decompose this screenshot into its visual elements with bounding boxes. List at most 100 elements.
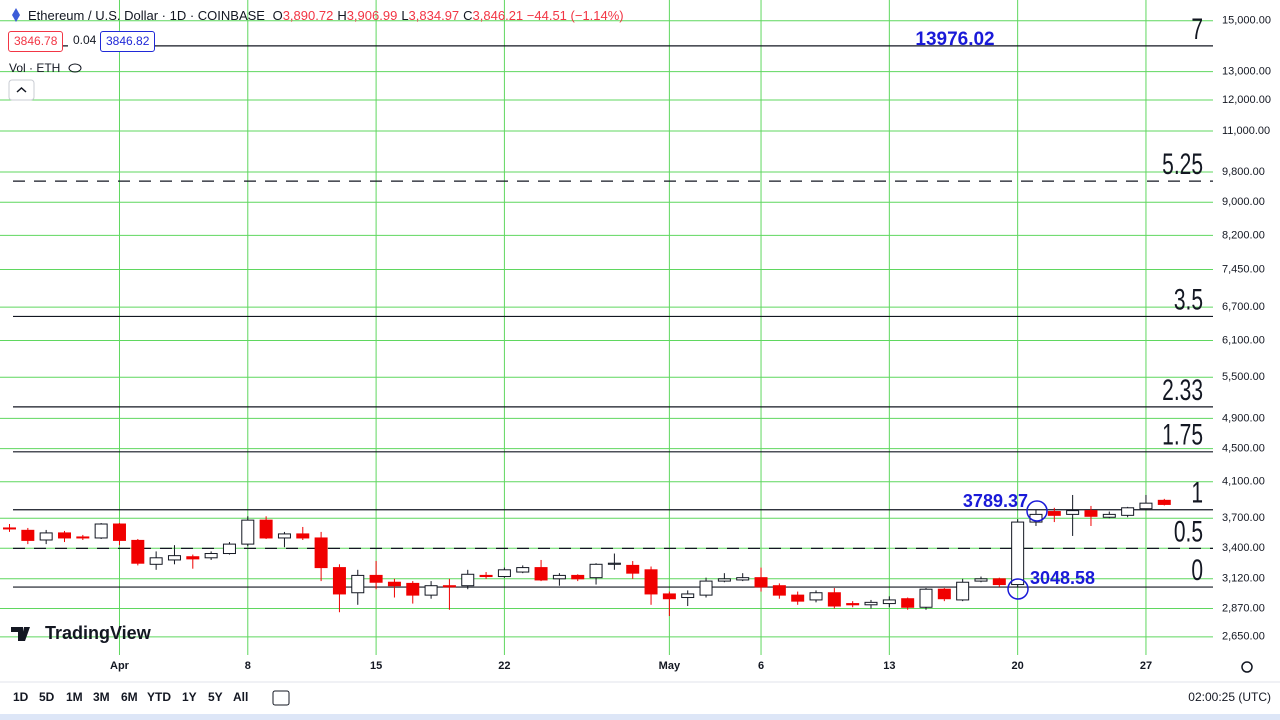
x-tick-label: 8 (245, 660, 251, 672)
y-tick-label: 9,800.00 (1222, 166, 1265, 178)
range-button[interactable]: All (233, 690, 249, 704)
range-button[interactable]: 1M (66, 690, 83, 704)
x-tick-label: Apr (110, 660, 130, 672)
ohlc-value: 3,890.72 (282, 8, 334, 23)
candle-body (809, 592, 823, 601)
eth-icon (12, 8, 20, 22)
candle-body (259, 519, 273, 539)
candle-body (662, 593, 676, 600)
ohlc-key: O (272, 8, 283, 23)
collapse-icon (16, 86, 27, 93)
y-tick-label: 11,000.00 (1222, 125, 1270, 137)
candle-body (992, 578, 1006, 586)
candle-body (571, 574, 585, 580)
collapse-button[interactable] (8, 79, 35, 101)
candle-body (497, 569, 511, 578)
level-label: 2.33 (1162, 374, 1203, 406)
legend: Ethereum / U.S. Dollar · 1D · COINBASE O… (28, 8, 624, 23)
candle-body (76, 536, 90, 539)
level-label: 0.5 (1174, 516, 1203, 548)
y-tick-label: 13,000.00 (1222, 65, 1271, 77)
candle-body (974, 578, 988, 582)
candle-body (1139, 502, 1153, 510)
candle-body (149, 557, 163, 565)
candle-body (699, 580, 713, 596)
candle-body (736, 577, 750, 581)
candle-body (424, 585, 438, 596)
candle-body (1066, 510, 1080, 515)
candle-body (1011, 521, 1025, 586)
candle-body (626, 564, 640, 574)
range-button[interactable]: 1Y (182, 690, 197, 704)
level-label: 5.25 (1162, 149, 1203, 181)
y-tick-label: 7,450.00 (1222, 263, 1265, 275)
level-label: 1 (1191, 477, 1203, 509)
ohlc-key: C (463, 8, 473, 23)
brand: TradingView (45, 623, 152, 643)
x-tick-label: 27 (1140, 660, 1152, 672)
candle-body (1121, 507, 1135, 516)
range-button[interactable]: 1D (13, 690, 29, 704)
range-button[interactable]: 5Y (208, 690, 223, 704)
candle-body (919, 588, 933, 608)
candle-body (827, 592, 841, 607)
candle-body (131, 539, 145, 564)
candle-body (791, 594, 805, 602)
candle-body (186, 556, 200, 560)
annotation: 3789.37 (963, 491, 1028, 511)
y-tick-label: 5,500.00 (1222, 371, 1265, 383)
candle-body (644, 569, 658, 595)
y-tick-label: 15,000.00 (1222, 15, 1271, 27)
visibility-icon[interactable] (68, 63, 82, 73)
bid-box[interactable]: 3846.78 (8, 31, 64, 52)
plot-area (0, 0, 1213, 655)
candle-body (94, 523, 108, 539)
candle-body (1157, 499, 1171, 505)
y-tick-label: 3,400.00 (1222, 542, 1265, 554)
x-tick-label: 15 (370, 660, 382, 672)
range-button[interactable]: 6M (121, 690, 138, 704)
ohlc-value: 3,906.99 (346, 8, 398, 23)
candle-body (351, 574, 365, 594)
candle-body (3, 527, 16, 530)
y-tick-label: 12,000.00 (1222, 94, 1271, 106)
candle-body (516, 567, 530, 573)
candle-body (717, 578, 731, 582)
candle-body (681, 593, 695, 599)
marker-circle (1026, 500, 1048, 522)
candle-body (937, 588, 951, 600)
ohlc: O3,890.72 H3,906.99 L3,834.97 C3,846.21 (269, 8, 524, 23)
candle-body (241, 519, 255, 545)
candle-body (296, 533, 310, 539)
ohlc-key: H (337, 8, 347, 23)
calendar-icon[interactable] (272, 690, 290, 706)
range-button[interactable]: 5D (39, 690, 55, 704)
ask-box[interactable]: 3846.82 (100, 31, 156, 52)
candle-body (589, 563, 603, 579)
candle-body (369, 574, 383, 583)
level-label: 3.5 (1174, 284, 1203, 316)
y-tick-label: 4,100.00 (1222, 476, 1265, 488)
candle-body (1047, 511, 1061, 516)
candle-body (882, 599, 896, 605)
logo-icon (11, 627, 30, 641)
x-tick-label: 22 (498, 660, 510, 672)
annotation: 3048.58 (1030, 568, 1095, 588)
candle-body (39, 532, 53, 541)
ohlc-key: L (401, 8, 409, 23)
candle-body (552, 574, 566, 580)
level-label: 0 (1191, 554, 1203, 586)
candle-body (57, 532, 71, 539)
volume-label: Vol · ETH (9, 61, 61, 75)
candle-body (332, 567, 346, 595)
candle-body (754, 577, 768, 588)
range-button[interactable]: YTD (147, 690, 171, 704)
candle-body (387, 581, 401, 587)
candle-body (956, 581, 970, 601)
change: −44.51 (−1.14%) (526, 8, 624, 23)
x-tick-label: 20 (1012, 660, 1024, 672)
candle-body (607, 562, 621, 565)
settings-icon[interactable] (1241, 661, 1253, 673)
range-button[interactable]: 3M (93, 690, 110, 704)
